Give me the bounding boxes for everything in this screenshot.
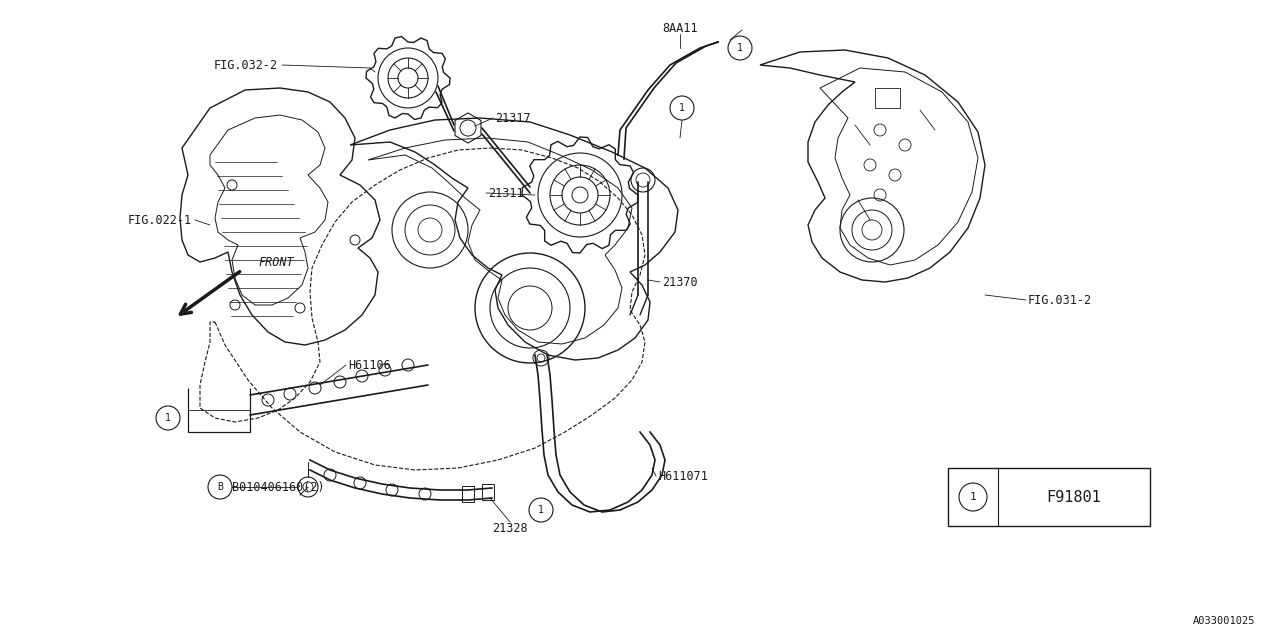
Circle shape — [728, 36, 753, 60]
Text: H611071: H611071 — [658, 470, 708, 483]
Text: 1: 1 — [680, 103, 685, 113]
Text: FIG.031-2: FIG.031-2 — [1028, 294, 1092, 307]
Text: 21370: 21370 — [662, 275, 698, 289]
Text: 1: 1 — [737, 43, 742, 53]
Text: 1: 1 — [538, 505, 544, 515]
Circle shape — [156, 406, 180, 430]
Text: B: B — [218, 482, 223, 492]
Circle shape — [209, 475, 232, 499]
Text: A033001025: A033001025 — [1193, 616, 1254, 626]
Bar — [948, 468, 1149, 526]
Text: H61106: H61106 — [348, 358, 390, 371]
Text: 21311: 21311 — [488, 186, 524, 200]
Text: 8AA11: 8AA11 — [662, 22, 698, 35]
Text: 1: 1 — [970, 492, 977, 502]
Text: FIG.032-2: FIG.032-2 — [214, 58, 278, 72]
Text: F91801: F91801 — [1047, 490, 1101, 504]
Text: 21317: 21317 — [495, 111, 531, 125]
Text: FIG.022-1: FIG.022-1 — [128, 214, 192, 227]
Text: FRONT: FRONT — [259, 255, 293, 269]
Circle shape — [529, 498, 553, 522]
Text: 1: 1 — [165, 413, 172, 423]
Text: 21328: 21328 — [493, 522, 527, 534]
Circle shape — [669, 96, 694, 120]
Circle shape — [959, 483, 987, 511]
Text: B010406160(2): B010406160(2) — [232, 481, 325, 493]
